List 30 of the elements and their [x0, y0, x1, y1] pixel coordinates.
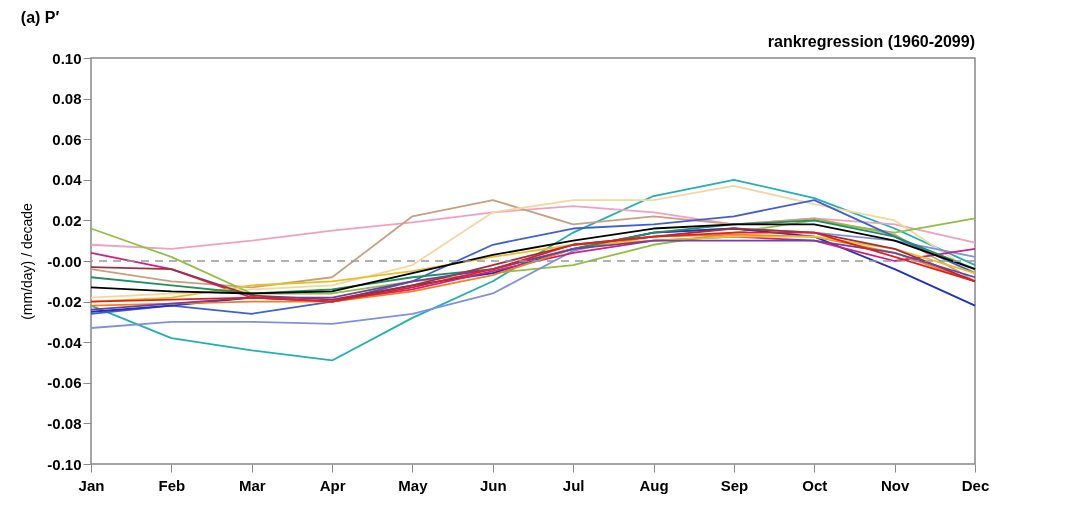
x-tick-label: Aug — [639, 476, 669, 494]
y-tick-label: -0.06 — [47, 374, 82, 392]
x-tick-label: Feb — [158, 476, 186, 494]
y-tick-label: -0.04 — [47, 333, 83, 351]
y-tick-label: 0.02 — [52, 211, 82, 229]
x-tick-label: Oct — [802, 476, 828, 494]
line-series — [90, 184, 976, 299]
line-series — [90, 205, 976, 250]
y-tick-label: -0.08 — [47, 414, 82, 432]
y-tick-label: 0.06 — [52, 130, 82, 148]
x-tick-label: Jan — [78, 476, 105, 494]
y-tick-label: 0.04 — [52, 171, 83, 189]
y-axis-title: (mm/day) / decade — [19, 202, 36, 320]
chart-title: (a) P′ — [20, 9, 60, 26]
y-tick-label: -0.00 — [47, 252, 82, 270]
y-tick-label: -0.10 — [47, 455, 82, 473]
x-tick-label: Mar — [238, 476, 266, 494]
x-tick-label: Dec — [961, 476, 990, 494]
x-tick-label: Apr — [319, 476, 346, 494]
y-tick-label: -0.02 — [47, 293, 82, 311]
y-tick-label: 0.08 — [52, 90, 82, 108]
text: rankregression (1960-2099) — [767, 33, 975, 50]
y-tick-label: 0.10 — [52, 49, 82, 67]
x-tick-label: Jul — [562, 476, 585, 494]
line-series — [90, 199, 976, 289]
line-series — [90, 178, 976, 362]
x-tick-label: May — [398, 476, 429, 494]
x-tick-label: Jun — [479, 476, 507, 494]
x-tick-label: Sep — [720, 476, 749, 494]
x-tick-label: Nov — [880, 476, 910, 494]
